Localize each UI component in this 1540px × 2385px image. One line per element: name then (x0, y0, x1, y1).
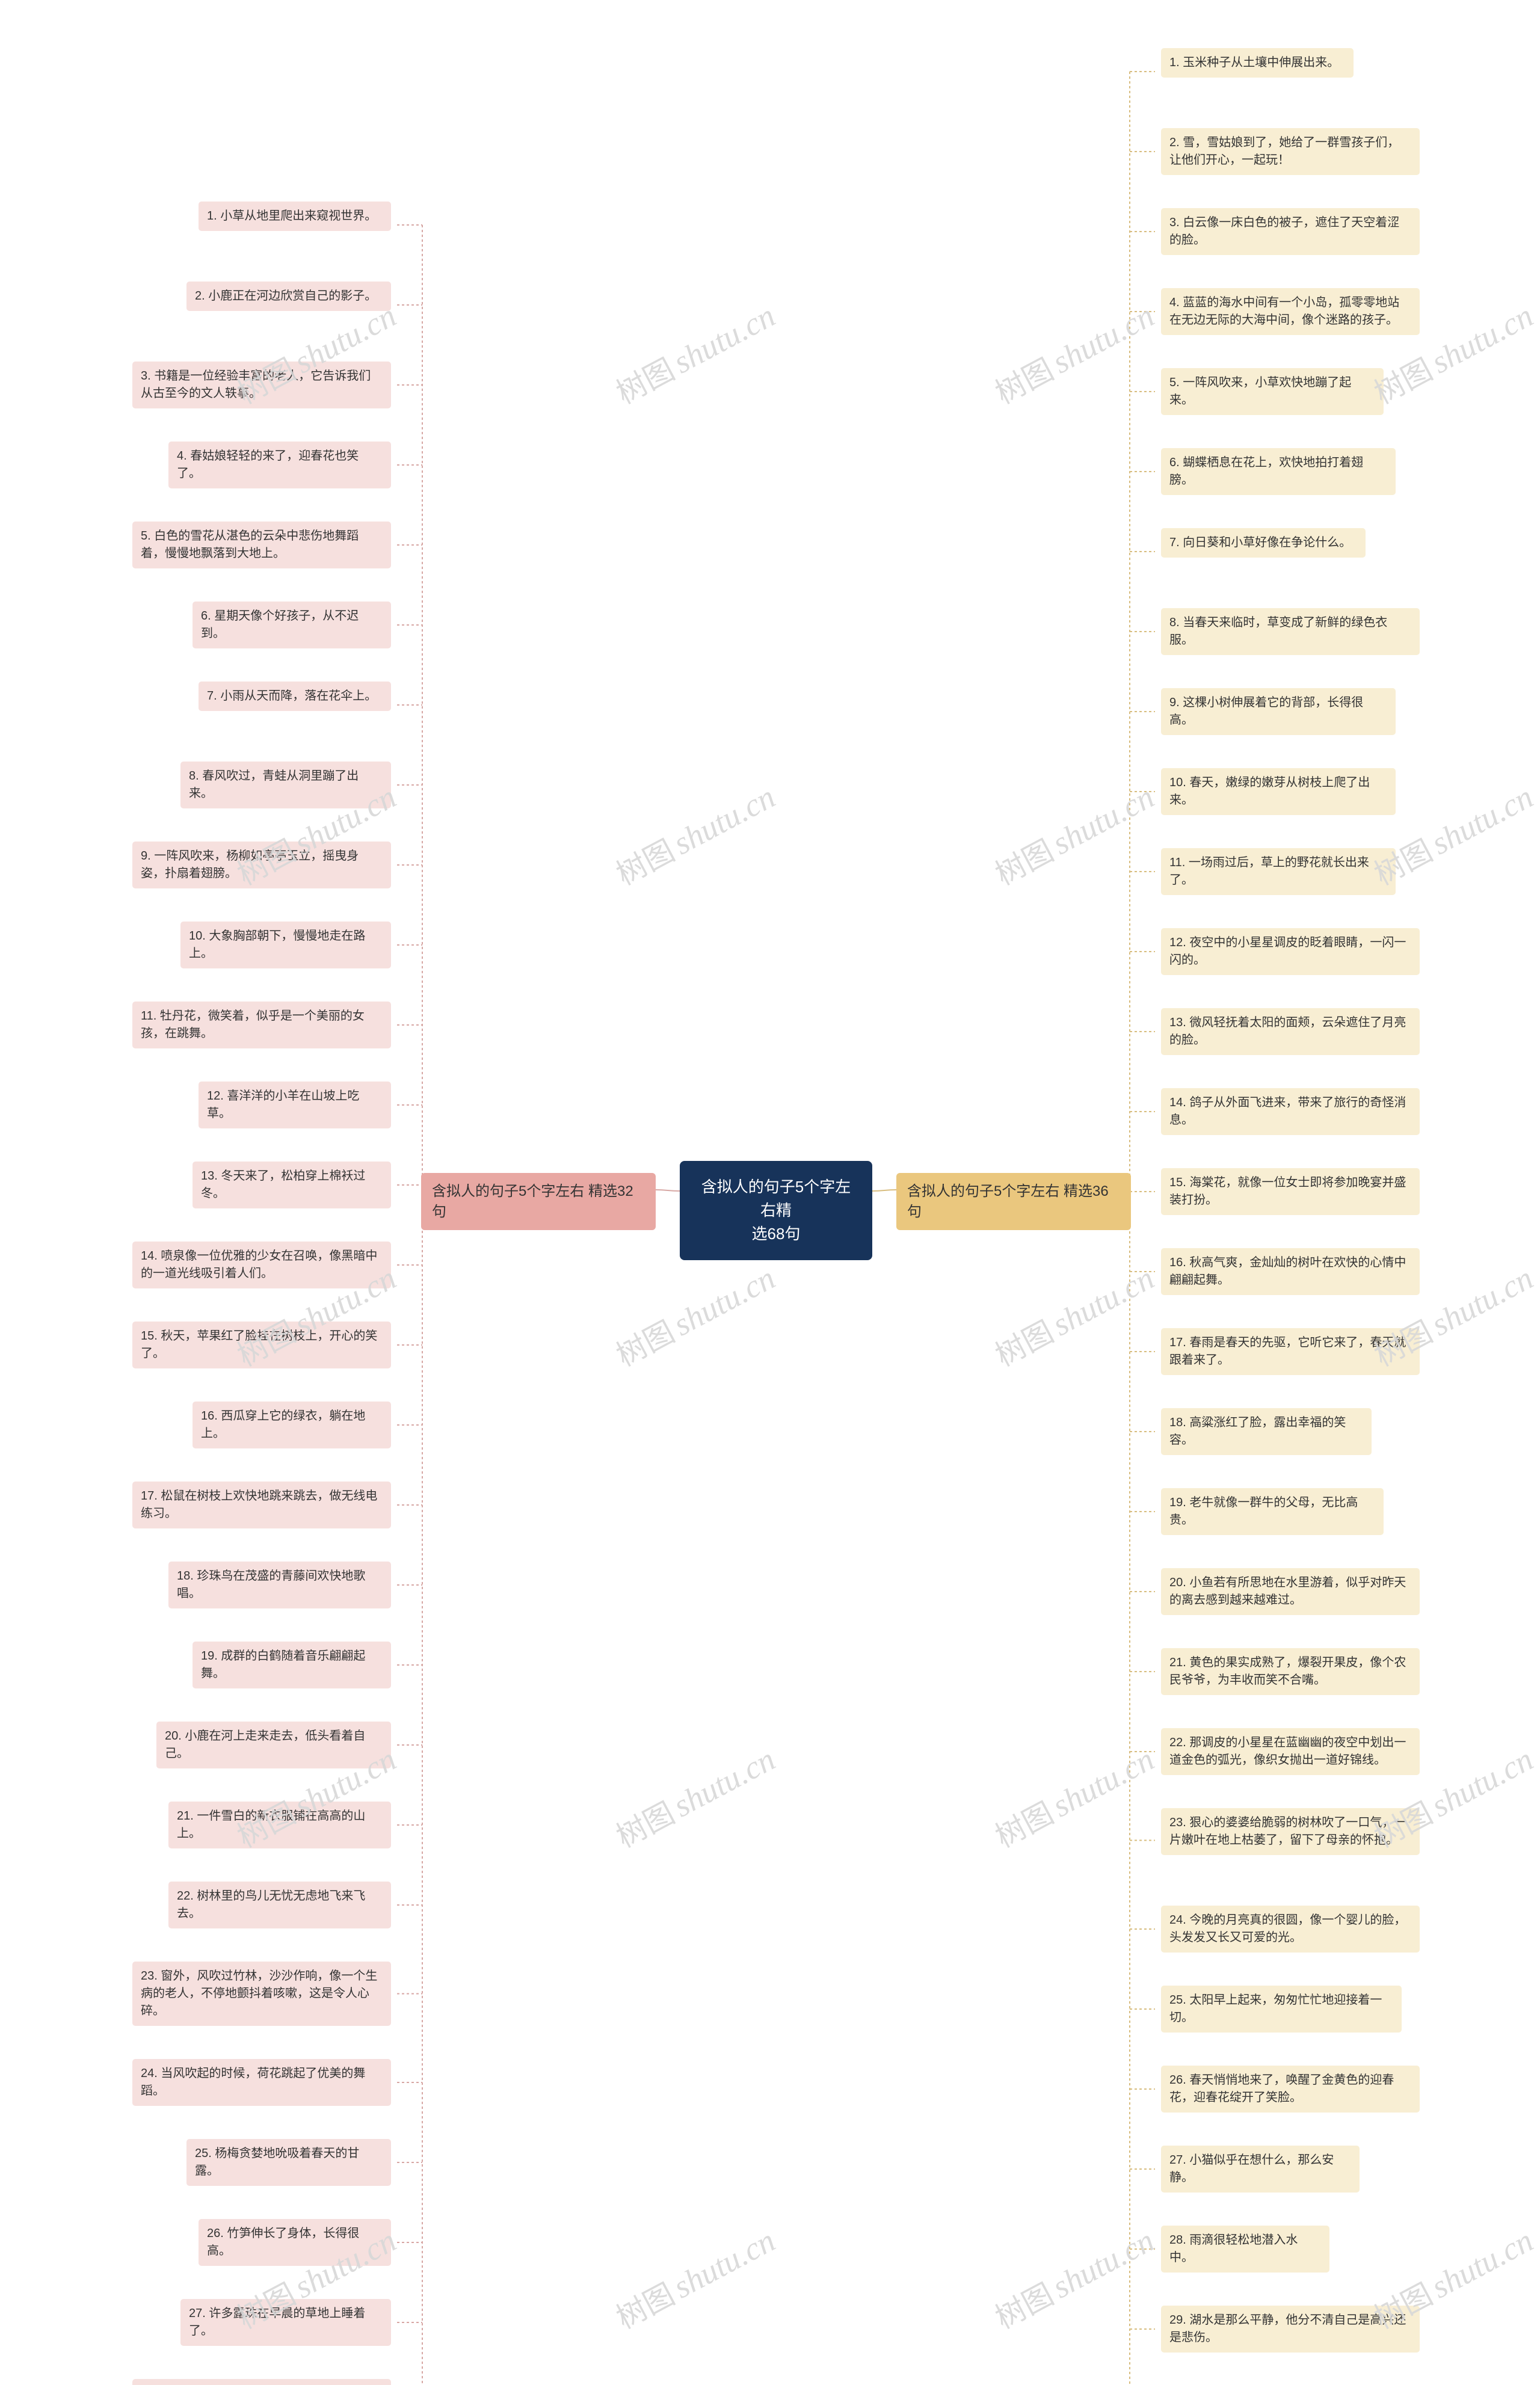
leaf-right-item: 15. 海棠花，就像一位女士即将参加晚宴并盛装打扮。 (1161, 1168, 1420, 1215)
leaf-right-item: 24. 今晚的月亮真的很圆，像一个婴儿的脸，头发发又长又可爱的光。 (1161, 1906, 1420, 1953)
leaf-left-item: 4. 春姑娘轻轻的来了，迎春花也笑了。 (168, 442, 391, 488)
leaf-right-item: 3. 白云像一床白色的被子，遮住了天空着涩的脸。 (1161, 208, 1420, 255)
leaf-right-item: 22. 那调皮的小星星在蓝幽幽的夜空中划出一道金色的弧光，像织女抛出一道好锦线。 (1161, 1728, 1420, 1775)
leaf-right-item: 7. 向日葵和小草好像在争论什么。 (1161, 528, 1366, 558)
watermark: 树图shutu.cn (987, 2217, 1160, 2337)
watermark: 树图shutu.cn (987, 1255, 1160, 1374)
leaf-left-item: 26. 竹笋伸长了身体，长得很高。 (199, 2219, 391, 2266)
leaf-right-item: 16. 秋高气爽，金灿灿的树叶在欢快的心情中翩翩起舞。 (1161, 1248, 1420, 1295)
leaf-left-item: 23. 窗外，风吹过竹林，沙沙作响，像一个生病的老人，不停地颤抖着咳嗽，这是令人… (132, 1962, 391, 2026)
branch-right-label: 含拟人的句子5个字左右 精选36句 (907, 1183, 1109, 1220)
leaf-right-item: 2. 雪，雪姑娘到了，她给了一群雪孩子们，让他们开心，一起玩！ (1161, 128, 1420, 175)
leaf-right-item: 27. 小猫似乎在想什么，那么安静。 (1161, 2146, 1360, 2193)
leaf-left-item: 10. 大象胸部朝下，慢慢地走在路上。 (180, 922, 391, 968)
root-node: 含拟人的句子5个字左右精 选68句 (680, 1161, 872, 1260)
leaf-right-item: 8. 当春天来临时，草变成了新鲜的绿色衣服。 (1161, 608, 1420, 655)
leaf-left-item: 12. 喜洋洋的小羊在山坡上吃草。 (199, 1082, 391, 1128)
leaf-left-item: 16. 西瓜穿上它的绿衣，躺在地上。 (192, 1402, 391, 1448)
watermark: 树图shutu.cn (987, 1736, 1160, 1856)
leaf-right-item: 28. 雨滴很轻松地潜入水中。 (1161, 2226, 1329, 2273)
leaf-left-item: 14. 喷泉像一位优雅的少女在召唤，像黑暗中的一道光线吸引着人们。 (132, 1242, 391, 1288)
leaf-right-item: 26. 春天悄悄地来了，唤醒了金黄色的迎春花，迎春花绽开了笑脸。 (1161, 2066, 1420, 2113)
leaf-left-item: 18. 珍珠鸟在茂盛的青藤间欢快地歌唱。 (168, 1562, 391, 1608)
leaf-left-item: 15. 秋天，苹果红了脸挂在树枝上，开心的笑了。 (132, 1322, 391, 1368)
leaf-right-item: 4. 蓝蓝的海水中间有一个小岛，孤零零地站在无边无际的大海中间，像个迷路的孩子。 (1161, 288, 1420, 335)
leaf-left-item: 17. 松鼠在树枝上欢快地跳来跳去，做无线电练习。 (132, 1482, 391, 1528)
leaf-left-item: 22. 树林里的鸟儿无忧无虑地飞来飞去。 (168, 1882, 391, 1928)
leaf-left-item: 1. 小草从地里爬出来窥视世界。 (199, 202, 391, 231)
leaf-left-item: 25. 杨梅贪婪地吮吸着春天的甘露。 (186, 2139, 391, 2186)
leaf-left-item: 13. 冬天来了，松柏穿上棉袄过冬。 (192, 1162, 391, 1208)
leaf-right-item: 23. 狠心的婆婆给脆弱的树林吹了一口气，一片嫩叶在地上枯萎了，留下了母亲的怀抱… (1161, 1808, 1420, 1855)
leaf-left-item: 3. 书籍是一位经验丰富的老人，它告诉我们从古至今的文人轶事。 (132, 362, 391, 408)
leaf-right-item: 14. 鸽子从外面飞进来，带来了旅行的奇怪消息。 (1161, 1088, 1420, 1135)
branch-node-right: 含拟人的句子5个字左右 精选36句 (896, 1173, 1131, 1230)
leaf-right-item: 5. 一阵风吹来，小草欢快地蹦了起来。 (1161, 368, 1384, 415)
leaf-right-item: 25. 太阳早上起来，匆匆忙忙地迎接着一切。 (1161, 1986, 1402, 2033)
leaf-left-item: 11. 牡丹花，微笑着，似乎是一个美丽的女孩，在跳舞。 (132, 1002, 391, 1048)
leaf-right-item: 29. 湖水是那么平静，他分不清自己是高兴还是悲伤。 (1161, 2306, 1420, 2353)
watermark: 树图shutu.cn (608, 2217, 781, 2337)
mindmap-canvas: 含拟人的句子5个字左右精 选68句 含拟人的句子5个字左右 精选32句 含拟人的… (0, 0, 1540, 2385)
leaf-right-item: 10. 春天，嫩绿的嫩芽从树枝上爬了出来。 (1161, 768, 1396, 815)
leaf-right-item: 9. 这棵小树伸展着它的背部，长得很高。 (1161, 688, 1396, 735)
leaf-right-item: 6. 蝴蝶栖息在花上，欢快地拍打着翅膀。 (1161, 448, 1396, 495)
leaf-right-item: 20. 小鱼若有所思地在水里游着，似乎对昨天的离去感到越来越难过。 (1161, 1568, 1420, 1615)
leaf-left-item: 27. 许多露珠在早晨的草地上睡着了。 (180, 2299, 391, 2346)
leaf-right-item: 19. 老牛就像一群牛的父母，无比高贵。 (1161, 1488, 1384, 1535)
root-text-line1: 含拟人的句子5个字左右精 (701, 1178, 851, 1219)
watermark: 树图shutu.cn (608, 1736, 781, 1856)
leaf-left-item: 28. 花开了，一群蜜蜂在辛勤的采蜜，脸上挂着可爱的微笑。 (132, 2379, 391, 2385)
leaf-left-item: 2. 小鹿正在河边欣赏自己的影子。 (186, 282, 391, 311)
leaf-right-item: 21. 黄色的果实成熟了，爆裂开果皮，像个农民爷爷，为丰收而笑不合嘴。 (1161, 1648, 1420, 1695)
leaf-left-item: 21. 一件雪白的新衣服铺在高高的山上。 (168, 1802, 391, 1848)
leaf-left-item: 8. 春风吹过，青蛙从洞里蹦了出来。 (180, 762, 391, 808)
leaf-left-item: 19. 成群的白鹤随着音乐翩翩起舞。 (192, 1642, 391, 1688)
watermark: 树图shutu.cn (987, 292, 1160, 412)
watermark: 树图shutu.cn (608, 774, 781, 893)
leaf-left-item: 24. 当风吹起的时候，荷花跳起了优美的舞蹈。 (132, 2059, 391, 2106)
watermark: 树图shutu.cn (987, 774, 1160, 893)
leaf-right-item: 12. 夜空中的小星星调皮的眨着眼睛，一闪一闪的。 (1161, 928, 1420, 975)
leaf-right-item: 13. 微风轻抚着太阳的面颊，云朵遮住了月亮的脸。 (1161, 1008, 1420, 1055)
leaf-left-item: 20. 小鹿在河上走来走去，低头看着自己。 (156, 1722, 391, 1768)
watermark: 树图shutu.cn (608, 292, 781, 412)
leaf-right-item: 18. 高粱涨红了脸，露出幸福的笑容。 (1161, 1408, 1372, 1455)
leaf-left-item: 9. 一阵风吹来，杨柳如亭亭玉立，摇曳身姿，扑扇着翅膀。 (132, 842, 391, 888)
leaf-right-item: 1. 玉米种子从土壤中伸展出来。 (1161, 48, 1354, 78)
root-text-line2: 选68句 (752, 1225, 801, 1243)
branch-left-label: 含拟人的句子5个字左右 精选32句 (432, 1183, 633, 1220)
leaf-right-item: 17. 春雨是春天的先驱，它听它来了，春天就跟着来了。 (1161, 1328, 1420, 1375)
leaf-left-item: 5. 白色的雪花从湛色的云朵中悲伤地舞蹈着，慢慢地飘落到大地上。 (132, 522, 391, 568)
branch-node-left: 含拟人的句子5个字左右 精选32句 (421, 1173, 656, 1230)
leaf-left-item: 7. 小雨从天而降，落在花伞上。 (199, 682, 391, 711)
leaf-left-item: 6. 星期天像个好孩子，从不迟到。 (192, 602, 391, 648)
watermark: 树图shutu.cn (608, 1255, 781, 1374)
leaf-right-item: 11. 一场雨过后，草上的野花就长出来了。 (1161, 848, 1396, 895)
